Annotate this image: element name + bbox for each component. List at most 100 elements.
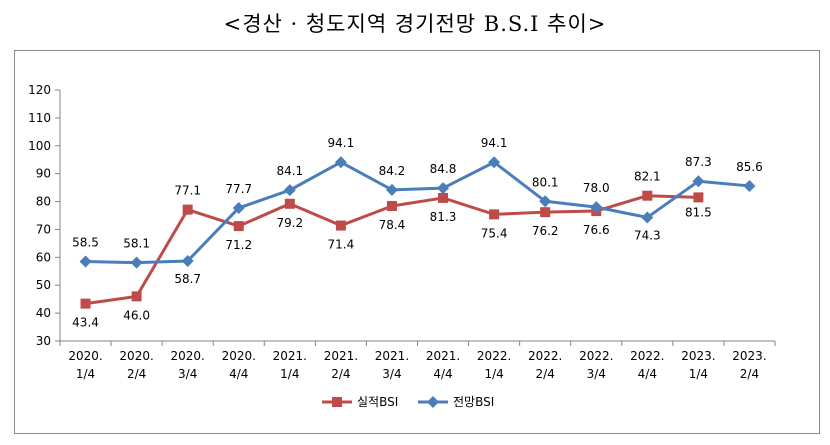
data-label-actual: 71.4 [328, 238, 355, 252]
data-point-forecast [232, 201, 245, 214]
x-tick-label-year: 2022. [528, 349, 562, 363]
data-label-actual: 46.0 [123, 308, 150, 322]
series-line-forecast [85, 160, 750, 265]
data-label-forecast: 84.8 [430, 162, 457, 176]
legend-marker-actual [332, 397, 342, 407]
legend-marker-forecast [427, 396, 439, 408]
data-label-forecast: 94.1 [481, 136, 508, 150]
data-point-actual [335, 220, 346, 231]
x-tick-label-year: 2020. [170, 349, 204, 363]
x-tick-label-quarter: 4/4 [638, 367, 657, 381]
x-tick-label-year: 2021. [426, 349, 460, 363]
chart-title: <경산 · 청도지역 경기전망 B.S.I 추이> [223, 12, 607, 36]
x-tick-label-quarter: 2/4 [331, 367, 350, 381]
x-tick-label-quarter: 2/4 [536, 367, 555, 381]
data-point-forecast [692, 175, 705, 188]
x-tick-label-year: 2022. [579, 349, 613, 363]
data-point-forecast [334, 156, 347, 169]
x-tick-label-year: 2022. [477, 349, 511, 363]
data-point-forecast [743, 179, 756, 192]
data-point-actual [80, 298, 91, 309]
data-point-actual [642, 190, 653, 201]
x-tick-label-year: 2021. [324, 349, 358, 363]
y-tick-label: 90 [36, 167, 51, 181]
legend-label-actual: 실적BSI [357, 395, 398, 409]
data-label-forecast: 84.2 [379, 164, 406, 178]
data-label-actual: 78.4 [379, 218, 406, 232]
x-tick-label-year: 2020. [68, 349, 102, 363]
data-point-forecast [488, 156, 501, 169]
y-tick-label: 80 [36, 195, 51, 209]
x-tick-label-quarter: 3/4 [382, 367, 401, 381]
x-tick-label-year: 2022. [630, 349, 664, 363]
data-point-actual [438, 192, 449, 203]
y-tick-label: 100 [28, 139, 51, 153]
data-label-forecast: 78.0 [583, 181, 610, 195]
y-tick-label: 60 [36, 250, 51, 264]
data-label-forecast: 84.1 [276, 164, 303, 178]
data-point-forecast [437, 182, 450, 195]
data-label-forecast: 80.1 [532, 175, 559, 189]
data-label-actual: 81.5 [685, 205, 712, 219]
x-tick-label-quarter: 1/4 [280, 367, 299, 381]
x-tick-label-year: 2023. [732, 349, 766, 363]
data-point-actual [693, 192, 704, 203]
x-tick-label-quarter: 2/4 [127, 367, 146, 381]
legend-label-forecast: 전망BSI [453, 395, 494, 409]
x-tick-label-quarter: 1/4 [76, 367, 95, 381]
data-label-forecast: 58.5 [72, 236, 99, 250]
data-point-actual [233, 221, 244, 232]
data-label-forecast: 85.6 [736, 160, 763, 174]
x-tick-label-quarter: 3/4 [587, 367, 606, 381]
data-label-forecast: 58.7 [174, 272, 201, 286]
data-point-forecast [130, 256, 143, 269]
x-tick-label-year: 2021. [273, 349, 307, 363]
x-tick-label-quarter: 2/4 [740, 367, 759, 381]
data-point-forecast [283, 184, 296, 197]
x-tick-label-year: 2020. [119, 349, 153, 363]
data-label-forecast: 74.3 [634, 228, 661, 242]
data-point-forecast [590, 201, 603, 214]
data-label-actual: 43.4 [72, 316, 99, 330]
y-tick-label: 40 [36, 306, 51, 320]
data-label-actual: 79.2 [276, 216, 303, 230]
data-point-actual [386, 201, 397, 212]
x-tick-label-year: 2020. [222, 349, 256, 363]
data-label-actual: 82.1 [634, 170, 661, 184]
x-tick-label-quarter: 1/4 [689, 367, 708, 381]
y-tick-label: 110 [28, 111, 51, 125]
data-point-forecast [79, 255, 92, 268]
x-tick-label-quarter: 1/4 [484, 367, 503, 381]
data-label-forecast: 77.7 [225, 182, 252, 196]
data-point-forecast [385, 183, 398, 196]
x-tick-label-quarter: 4/4 [229, 367, 248, 381]
data-point-forecast [181, 254, 194, 267]
y-tick-label: 30 [36, 334, 51, 348]
x-tick-label-quarter: 4/4 [433, 367, 452, 381]
data-label-actual: 81.3 [430, 210, 457, 224]
x-tick-label-year: 2023. [681, 349, 715, 363]
data-point-actual [131, 291, 142, 302]
chart-frame [14, 50, 820, 434]
data-point-forecast [641, 211, 654, 224]
y-tick-label: 120 [28, 83, 51, 97]
data-point-forecast [539, 195, 552, 208]
data-point-actual [489, 209, 500, 220]
data-label-actual: 71.2 [225, 238, 252, 252]
data-label-forecast: 58.1 [123, 237, 150, 251]
data-label-actual: 77.1 [174, 184, 201, 198]
data-point-actual [182, 204, 193, 215]
y-tick-label: 70 [36, 222, 51, 236]
y-tick-label: 50 [36, 278, 51, 292]
x-tick-label-quarter: 3/4 [178, 367, 197, 381]
data-point-actual [540, 207, 551, 218]
data-label-actual: 76.6 [583, 223, 610, 237]
data-point-actual [284, 198, 295, 209]
data-label-actual: 75.4 [481, 226, 508, 240]
series-line-actual [85, 194, 699, 306]
data-label-forecast: 94.1 [328, 136, 355, 150]
x-tick-label-year: 2021. [375, 349, 409, 363]
data-label-forecast: 87.3 [685, 155, 712, 169]
data-label-actual: 76.2 [532, 224, 559, 238]
